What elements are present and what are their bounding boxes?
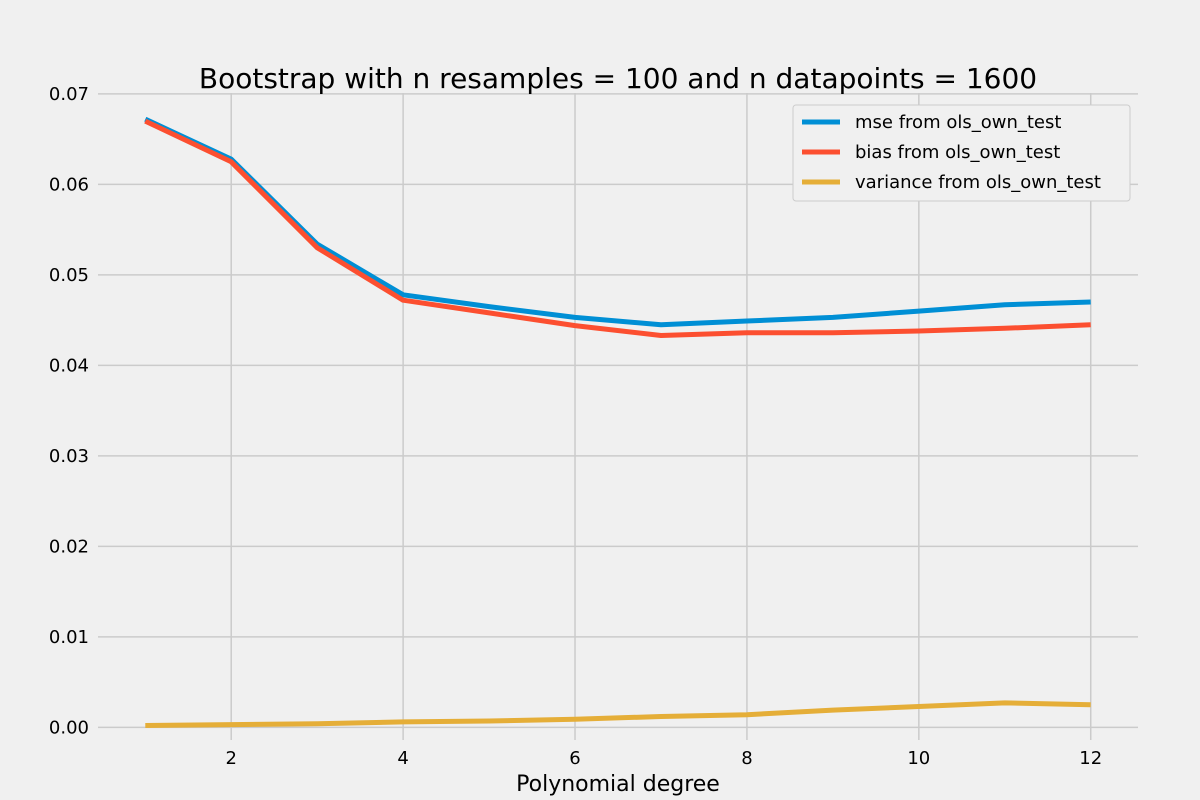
y-tick-label: 0.05 bbox=[49, 265, 89, 286]
y-tick-label: 0.06 bbox=[49, 174, 89, 195]
y-tick-label: 0.02 bbox=[49, 536, 89, 557]
legend-box bbox=[792, 104, 1131, 202]
x-tick-label: 6 bbox=[569, 748, 580, 769]
x-tick-label: 4 bbox=[397, 748, 408, 769]
series-line-3 bbox=[145, 700, 1091, 728]
y-tick-label: 0.00 bbox=[49, 717, 89, 738]
series-lines bbox=[144, 116, 1091, 728]
y-tick-label: 0.04 bbox=[49, 355, 89, 376]
y-tick-label: 0.01 bbox=[49, 627, 89, 648]
legend-label: bias from ols_own_test bbox=[855, 142, 1060, 163]
x-tick-label: 8 bbox=[741, 748, 752, 769]
series-line-2 bbox=[144, 118, 1091, 338]
legend-label: variance from ols_own_test bbox=[855, 172, 1101, 193]
chart-title: Bootstrap with n resamples = 100 and n d… bbox=[199, 62, 1037, 95]
x-axis-label: Polynomial degree bbox=[516, 772, 720, 797]
y-tick-label: 0.07 bbox=[49, 84, 89, 105]
legend-label: mse from ols_own_test bbox=[855, 112, 1061, 133]
x-tick-label: 2 bbox=[225, 748, 236, 769]
x-tick-label: 10 bbox=[907, 748, 930, 769]
y-tick-label: 0.03 bbox=[49, 446, 89, 467]
tick-labels: 2 4 6 8 10 12 0.00 0.01 0.02 0.03 0.04 0.05 0.06 0.07 bbox=[49, 84, 1102, 769]
x-tick-label: 12 bbox=[1079, 748, 1102, 769]
